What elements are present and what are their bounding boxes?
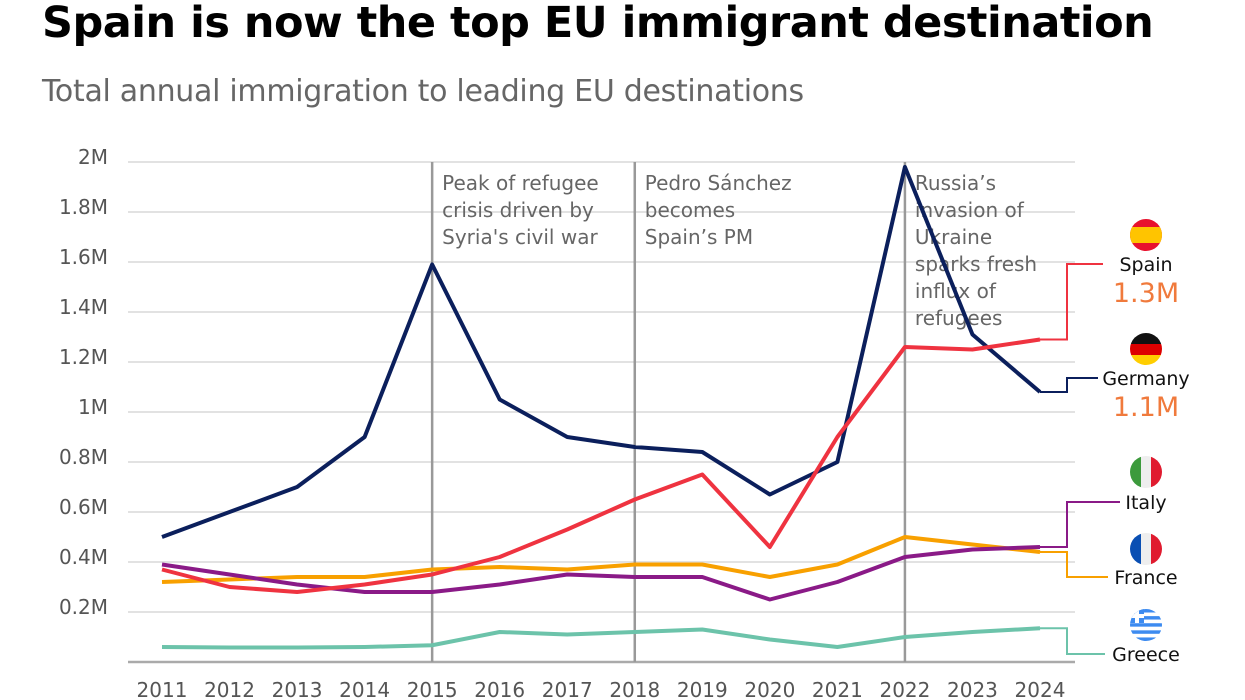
x-tick-label: 2013 [272,678,323,700]
chart-subtitle: Total annual immigration to leading EU d… [42,74,804,109]
y-tick-label: 1.4M [59,295,108,319]
x-tick-label: 2015 [407,678,458,700]
x-tick-label: 2021 [812,678,863,700]
y-tick-label: 0.4M [59,545,108,569]
y-tick-label: 0.6M [59,495,108,519]
y-tick-label: 1.2M [59,345,108,369]
x-tick-label: 2016 [474,678,525,700]
legend-label-france: France [1114,567,1177,589]
legend-connector-spain [1040,263,1103,341]
x-tick-label: 2022 [879,678,930,700]
annotation-text: Pedro Sánchez [645,171,792,195]
legend-label-greece: Greece [1112,644,1180,666]
annotation-text: becomes [645,198,735,222]
annotation-text: sparks fresh [915,252,1037,276]
x-tick-label: 2023 [947,678,998,700]
germany-flag-icon [1130,333,1162,365]
legend-connector-greece [1040,627,1105,655]
spain-flag-icon [1130,219,1162,251]
greece-flag-icon [1130,609,1162,641]
series-line-greece [161,626,1041,650]
y-tick-label: 1M [78,395,108,419]
annotation-text: Syria's civil war [442,225,598,249]
x-tick-label: 2024 [1015,678,1066,700]
legend-connector-france [1040,551,1108,578]
legend-label-italy: Italy [1125,492,1166,514]
series-line-germany [161,165,1042,539]
legend-connector-germany [1040,377,1098,393]
y-tick-label: 1.8M [59,195,108,219]
legend-value-spain: 1.3M [1113,278,1179,309]
legend-label-spain: Spain [1119,254,1172,276]
annotation-text: crisis driven by [442,198,594,222]
legend-value-germany: 1.1M [1113,392,1179,423]
italy-flag-icon [1130,456,1162,488]
france-flag-icon [1130,533,1162,565]
annotation-text: Ukraine [915,225,992,249]
x-tick-label: 2017 [542,678,593,700]
y-tick-label: 0.2M [59,595,108,619]
x-tick-label: 2019 [677,678,728,700]
annotation-text: Peak of refugee [442,171,599,195]
annotation-text: invasion of [915,198,1025,222]
x-tick-label: 2012 [204,678,255,700]
annotation-text: Spain’s PM [645,225,753,249]
y-tick-label: 2M [78,145,108,169]
legend-connector-italy [1040,501,1120,548]
x-tick-label: 2011 [137,678,188,700]
series-line-france [161,535,1041,584]
y-tick-label: 0.8M [59,445,108,469]
annotation-text: refugees [915,306,1003,330]
x-tick-label: 2020 [744,678,795,700]
legend-label-germany: Germany [1102,368,1189,390]
series-line-spain [161,337,1041,594]
chart-title: Spain is now the top EU immigrant destin… [42,0,1154,48]
annotation-text: Russia’s [915,171,996,195]
y-tick-label: 1.6M [59,245,108,269]
series-line-italy [161,545,1041,602]
x-tick-label: 2018 [609,678,660,700]
x-tick-label: 2014 [339,678,390,700]
